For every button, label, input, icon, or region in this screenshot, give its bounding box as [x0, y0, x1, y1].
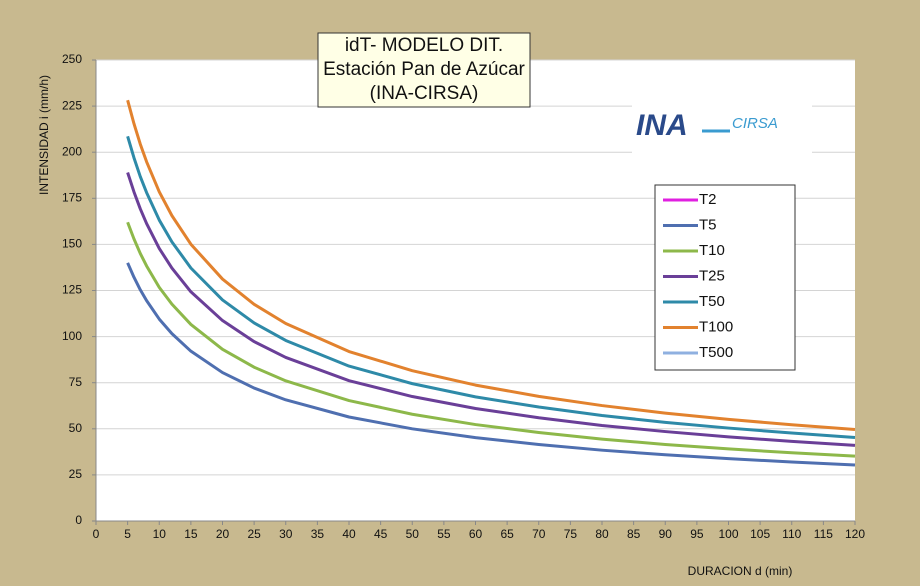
series-line — [126, 221, 856, 458]
x-tick-label: 90 — [659, 527, 673, 541]
x-tick-label: 25 — [247, 527, 261, 541]
x-tick-label: 30 — [279, 527, 293, 541]
y-tick-label: 200 — [62, 144, 82, 158]
x-tick-label: 20 — [216, 527, 230, 541]
x-tick-label: 115 — [814, 527, 833, 541]
x-tick-label: 55 — [437, 527, 451, 541]
x-tick-label: 75 — [564, 527, 578, 541]
x-tick-label: 95 — [690, 527, 704, 541]
legend-label: T5 — [699, 216, 717, 233]
legend-label: T10 — [699, 242, 725, 259]
x-tick-label: 120 — [845, 527, 865, 541]
y-tick-label: 250 — [62, 52, 82, 66]
legend-label: T2 — [699, 191, 717, 208]
x-axis-label: DURACION d (min) — [688, 564, 793, 578]
series-line — [126, 99, 856, 432]
logo-main: INA — [636, 109, 688, 142]
legend-label: T500 — [699, 344, 733, 361]
x-tick-label: 40 — [342, 527, 356, 541]
x-tick-label: 0 — [93, 527, 100, 541]
x-tick-label: 110 — [782, 527, 801, 541]
legend-label: T25 — [699, 267, 725, 284]
chart-title: (INA-CIRSA) — [370, 83, 479, 104]
ticks: 0 25 50 75 100 125 150 175 200 225 250 0 5 10 15 20 25 30… — [62, 52, 865, 541]
y-tick-label: 50 — [69, 421, 83, 435]
title-box — [317, 32, 531, 108]
chart-title: idT- MODELO DIT. — [345, 35, 503, 56]
x-tick-label: 65 — [500, 527, 514, 541]
y-tick-label: 175 — [62, 190, 82, 204]
x-tick-label: 10 — [153, 527, 167, 541]
x-tick-label: 105 — [750, 527, 770, 541]
x-tick-label: 5 — [124, 527, 131, 541]
y-tick-label: 125 — [62, 283, 82, 297]
y-tick-label: 100 — [62, 329, 82, 343]
x-tick-label: 70 — [532, 527, 546, 541]
legend-label: T50 — [699, 293, 725, 310]
series-line — [126, 262, 856, 467]
x-tick-label: 35 — [311, 527, 325, 541]
y-tick-label: 25 — [69, 467, 83, 481]
y-tick-label: 75 — [69, 375, 83, 389]
legend-items: T2 T5 T10 T25 T50 T100 T500 — [663, 191, 733, 361]
x-tick-label: 80 — [595, 527, 609, 541]
y-tick-label: 150 — [62, 237, 82, 251]
legend-label: T100 — [699, 318, 733, 335]
series-line — [126, 135, 856, 439]
x-tick-label: 15 — [184, 527, 198, 541]
x-tick-label: 85 — [627, 527, 641, 541]
y-tick-label: 0 — [75, 513, 82, 527]
series-line — [126, 172, 856, 447]
x-tick-label: 50 — [406, 527, 420, 541]
x-tick-label: 60 — [469, 527, 483, 541]
x-tick-label: 45 — [374, 527, 388, 541]
x-tick-label: 100 — [718, 527, 738, 541]
y-axis-label: INTENSIDAD i (mm/h) — [37, 75, 51, 195]
chart-title: Estación Pan de Azúcar — [323, 59, 525, 80]
logo-side: CIRSA — [732, 115, 778, 132]
y-tick-label: 225 — [62, 98, 82, 112]
lines — [126, 99, 856, 467]
